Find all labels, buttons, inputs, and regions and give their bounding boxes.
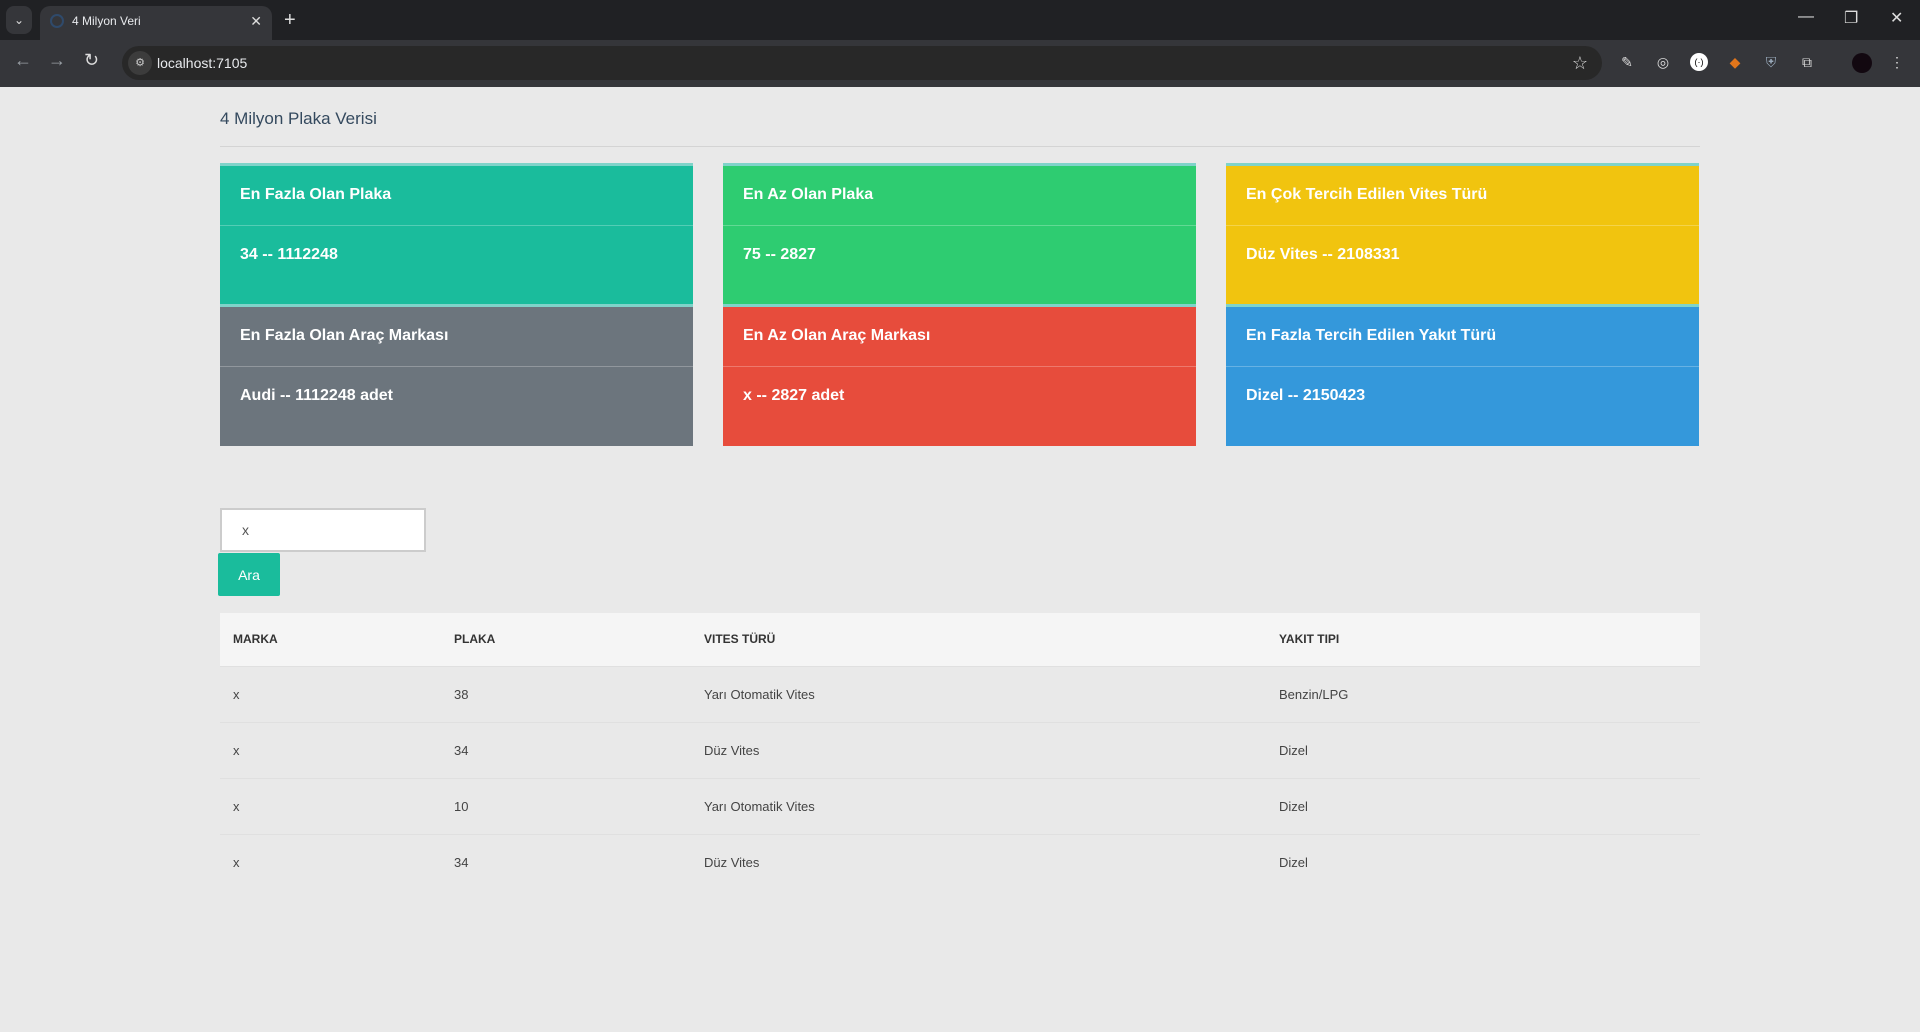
- close-tab-icon[interactable]: ✕: [250, 13, 262, 29]
- table-cell: 34: [441, 833, 691, 890]
- table-cell: x: [220, 833, 441, 890]
- table-cell: x: [220, 777, 441, 834]
- column-header-marka: MARKA: [220, 613, 441, 666]
- card-value: 75 -- 2827: [743, 246, 816, 263]
- card-heading: En Az Olan Araç Markası: [723, 307, 1196, 367]
- back-icon[interactable]: ←: [14, 50, 32, 70]
- table-cell: Yarı Otomatik Vites: [691, 665, 1266, 722]
- table-cell: x: [220, 665, 441, 722]
- stat-card-least-brand: En Az Olan Araç Markası x -- 2827 adet: [723, 304, 1196, 446]
- url-text: localhost:7105: [157, 55, 248, 71]
- address-bar[interactable]: ⚙ localhost:7105 ☆: [122, 46, 1602, 80]
- extensions-puzzle-icon[interactable]: ⧉: [1802, 54, 1812, 70]
- table-row: x 38 Yarı Otomatik Vites Benzin/LPG: [220, 665, 1700, 722]
- profile-avatar[interactable]: [1852, 53, 1872, 73]
- table-row: x 34 Düz Vites Dizel: [220, 833, 1700, 890]
- column-header-plaka: PLAKA: [441, 613, 691, 666]
- table-row: x 10 Yarı Otomatik Vites Dizel: [220, 777, 1700, 834]
- stat-card-least-plate: En Az Olan Plaka 75 -- 2827: [723, 163, 1196, 305]
- minimize-icon[interactable]: —: [1798, 8, 1814, 25]
- card-value: Dizel -- 2150423: [1246, 387, 1366, 404]
- main-content: 4 Milyon Plaka Verisi En Fazla Olan Plak…: [218, 87, 1700, 987]
- table-cell: Düz Vites: [691, 721, 1266, 778]
- target-extension-icon[interactable]: ◎: [1656, 54, 1670, 70]
- bookmark-star-icon[interactable]: ☆: [1571, 53, 1588, 73]
- forward-icon[interactable]: →: [48, 50, 66, 70]
- metamask-fox-icon[interactable]: ◆: [1729, 54, 1741, 70]
- stat-card-most-brand: En Fazla Olan Araç Markası Audi -- 111224…: [220, 304, 693, 446]
- table-cell: x: [220, 721, 441, 778]
- table-cell: Dizel: [1266, 777, 1700, 834]
- table-cell: Dizel: [1266, 833, 1700, 890]
- table-cell: 10: [441, 777, 691, 834]
- table-cell: 34: [441, 721, 691, 778]
- browser-toolbar: ← → ↻ ⚙ localhost:7105 ☆ ✎ ◎ (·) ◆ ⛨ ⧉ ⋮: [0, 40, 1920, 87]
- tab-search-button[interactable]: ⌄: [6, 6, 32, 34]
- stat-card-most-plate: En Fazla Olan Plaka 34 -- 1112248: [220, 163, 693, 305]
- loading-icon: [50, 14, 64, 28]
- new-tab-button[interactable]: +: [284, 9, 296, 31]
- table-header-row: MARKA PLAKA VITES TÜRÜ YAKIT TIPI: [220, 613, 1700, 666]
- card-heading: En Az Olan Plaka: [723, 166, 1196, 226]
- table-cell: Dizel: [1266, 721, 1700, 778]
- table-cell: Benzin/LPG: [1266, 665, 1700, 722]
- table-row: x 34 Düz Vites Dizel: [220, 721, 1700, 778]
- site-settings-icon[interactable]: ⚙: [128, 51, 152, 75]
- table-cell: Yarı Otomatik Vites: [691, 777, 1266, 834]
- search-input[interactable]: [220, 508, 426, 552]
- card-value: Audi -- 1112248 adet: [240, 387, 393, 404]
- card-heading: En Fazla Olan Plaka: [220, 166, 693, 226]
- stat-card-top-gear-type: En Çok Tercih Edilen Vites Türü Düz Vites…: [1226, 163, 1699, 305]
- card-heading: En Fazla Tercih Edilen Yakıt Türü: [1226, 307, 1699, 367]
- card-value: Düz Vites -- 2108331: [1246, 246, 1400, 263]
- menu-kebab-icon[interactable]: ⋮: [1890, 54, 1904, 70]
- card-heading: En Çok Tercih Edilen Vites Türü: [1226, 166, 1699, 226]
- restore-icon[interactable]: ❐: [1844, 10, 1859, 27]
- close-window-icon[interactable]: ✕: [1890, 10, 1904, 27]
- browser-tab[interactable]: 4 Milyon Veri ✕: [40, 6, 272, 40]
- card-heading: En Fazla Olan Araç Markası: [220, 307, 693, 367]
- shield-extension-icon[interactable]: ⛨: [1765, 54, 1777, 70]
- tab-bar: ⌄ 4 Milyon Veri ✕ + — ❐ ✕: [0, 0, 1920, 40]
- extension-icon[interactable]: (·): [1690, 53, 1708, 71]
- column-header-vites: VITES TÜRÜ: [691, 613, 1266, 666]
- results-table: MARKA PLAKA VITES TÜRÜ YAKIT TIPI x 38 Yar…: [220, 613, 1700, 890]
- column-header-yakit: YAKIT TIPI: [1266, 613, 1700, 666]
- table-cell: 38: [441, 665, 691, 722]
- eyedropper-extension-icon[interactable]: ✎: [1621, 54, 1633, 70]
- stat-card-top-fuel-type: En Fazla Tercih Edilen Yakıt Türü Dizel -…: [1226, 304, 1699, 446]
- search-button[interactable]: Ara: [218, 553, 280, 596]
- card-value: x -- 2827 adet: [743, 387, 845, 404]
- card-value: 34 -- 1112248: [240, 246, 338, 263]
- reload-icon[interactable]: ↻: [84, 50, 100, 70]
- tab-title: 4 Milyon Veri: [72, 14, 141, 28]
- table-cell: Düz Vites: [691, 833, 1266, 890]
- page-title: 4 Milyon Plaka Verisi: [220, 109, 377, 128]
- divider: [220, 146, 1700, 147]
